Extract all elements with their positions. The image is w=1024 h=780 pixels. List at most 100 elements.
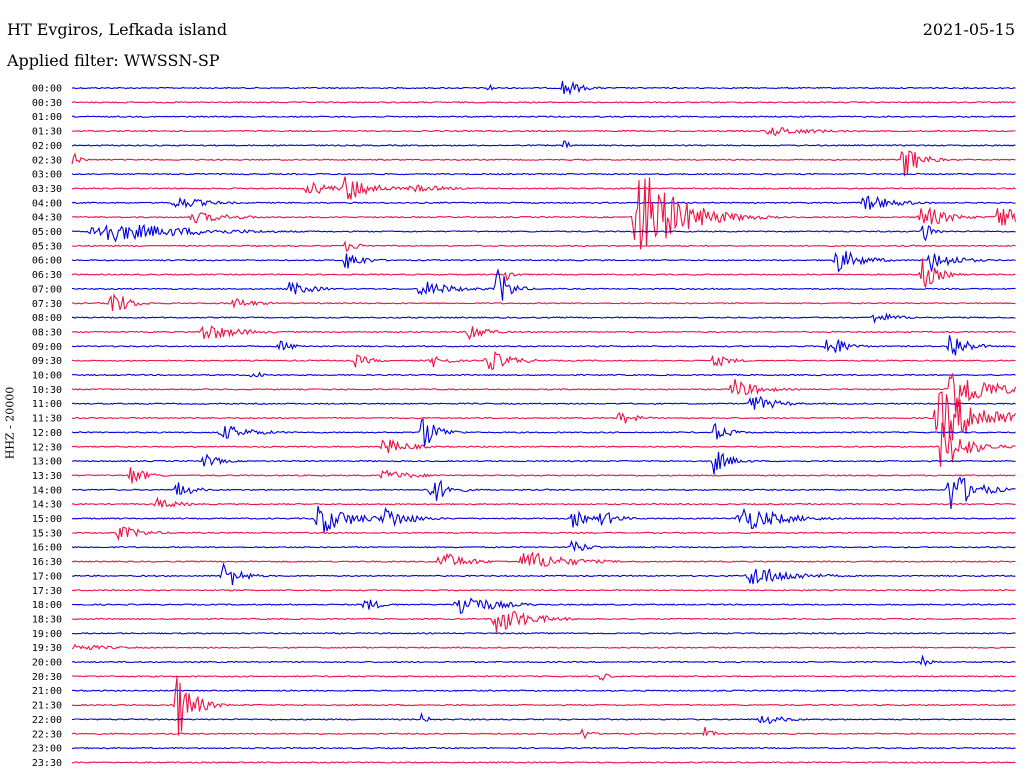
trace-1030 bbox=[71, 373, 1017, 412]
trace-0500 bbox=[71, 223, 1016, 243]
row-time-label: 17:30 bbox=[32, 586, 62, 597]
row-time-label: 18:30 bbox=[32, 614, 62, 625]
trace-1530 bbox=[72, 526, 1016, 542]
trace-0900 bbox=[71, 335, 1016, 356]
trace-2130 bbox=[72, 676, 1016, 736]
trace-0600 bbox=[71, 250, 1016, 273]
row-time-label: 10:00 bbox=[32, 371, 62, 382]
trace-0400 bbox=[71, 195, 1016, 210]
trace-0530 bbox=[71, 240, 1016, 252]
trace-0000 bbox=[71, 80, 1016, 96]
row-time-label: 14:30 bbox=[32, 500, 62, 511]
trace-0730 bbox=[71, 293, 1016, 312]
row-time-label: 08:30 bbox=[32, 327, 62, 338]
trace-0430 bbox=[71, 177, 1017, 250]
trace-1000 bbox=[71, 371, 1016, 378]
row-time-label: 06:00 bbox=[32, 256, 62, 267]
row-time-label: 15:00 bbox=[32, 514, 62, 525]
row-time-label: 08:00 bbox=[32, 313, 62, 324]
row-time-label: 05:00 bbox=[32, 227, 62, 238]
trace-0200 bbox=[71, 140, 1016, 149]
row-time-label: 07:00 bbox=[32, 284, 62, 295]
trace-0030 bbox=[71, 101, 1016, 104]
row-time-label: 13:30 bbox=[32, 471, 62, 482]
trace-1200 bbox=[71, 418, 1016, 447]
trace-0100 bbox=[71, 115, 1016, 118]
row-time-label: 20:00 bbox=[32, 658, 62, 669]
trace-2300 bbox=[71, 746, 1016, 750]
row-time-label: 11:00 bbox=[32, 399, 62, 410]
trace-1400 bbox=[71, 476, 1016, 510]
row-time-label: 00:30 bbox=[32, 98, 62, 109]
row-time-label: 17:00 bbox=[32, 571, 62, 582]
row-time-label: 21:30 bbox=[32, 701, 62, 712]
trace-0300 bbox=[71, 172, 1016, 176]
row-time-label: 20:30 bbox=[32, 672, 62, 683]
row-time-label: 09:30 bbox=[32, 356, 62, 367]
row-time-label: 01:30 bbox=[32, 127, 62, 138]
row-time-label: 23:00 bbox=[32, 744, 62, 755]
row-time-label: 21:00 bbox=[32, 686, 62, 697]
row-time-label: 13:00 bbox=[32, 457, 62, 468]
row-time-label: 22:00 bbox=[32, 715, 62, 726]
trace-0930 bbox=[71, 350, 1016, 371]
row-time-label: 03:00 bbox=[32, 170, 62, 181]
trace-2030 bbox=[71, 673, 1016, 682]
row-time-label: 19:00 bbox=[32, 629, 62, 640]
trace-0830 bbox=[71, 325, 1016, 341]
filter-label: Applied filter: WWSSN-SP bbox=[7, 51, 220, 70]
row-time-label: 09:00 bbox=[32, 342, 62, 353]
row-time-label: 00:00 bbox=[32, 84, 62, 95]
row-time-label: 23:30 bbox=[32, 758, 62, 769]
row-time-label: 04:30 bbox=[32, 213, 62, 224]
trace-1430 bbox=[71, 496, 1016, 508]
trace-0800 bbox=[71, 312, 1016, 324]
row-time-label: 03:30 bbox=[32, 184, 62, 195]
row-time-label: 02:30 bbox=[32, 155, 62, 166]
row-time-label: 04:00 bbox=[32, 198, 62, 209]
row-time-label: 16:00 bbox=[32, 543, 62, 554]
trace-1830 bbox=[71, 610, 1016, 633]
trace-1930 bbox=[71, 643, 1016, 650]
trace-2100 bbox=[71, 689, 1016, 692]
trace-1500 bbox=[71, 505, 1016, 533]
row-time-label: 10:30 bbox=[32, 385, 62, 396]
station-title: HT Evgiros, Lefkada island bbox=[7, 20, 228, 39]
row-time-label: 19:30 bbox=[32, 643, 62, 654]
row-time-label: 16:30 bbox=[32, 557, 62, 568]
row-time-label: 15:30 bbox=[32, 528, 62, 539]
row-time-label: 18:00 bbox=[32, 600, 62, 611]
trace-2230 bbox=[71, 726, 1016, 740]
row-time-label: 01:00 bbox=[32, 112, 62, 123]
date-label: 2021-05-15 bbox=[922, 20, 1015, 39]
row-time-label: 14:00 bbox=[32, 485, 62, 496]
trace-1600 bbox=[71, 539, 1016, 553]
row-time-label: 05:30 bbox=[32, 241, 62, 252]
row-time-label: 06:30 bbox=[32, 270, 62, 281]
trace-1630 bbox=[71, 551, 1016, 567]
trace-1730 bbox=[71, 589, 1016, 592]
trace-1300 bbox=[71, 451, 1016, 475]
trace-1700 bbox=[71, 562, 1016, 586]
trace-0130 bbox=[71, 127, 1016, 137]
trace-0230 bbox=[71, 150, 1016, 177]
trace-1230 bbox=[71, 422, 1016, 467]
trace-0330 bbox=[71, 176, 1016, 200]
trace-2200 bbox=[71, 711, 1016, 725]
trace-2330 bbox=[72, 761, 1016, 764]
trace-1900 bbox=[71, 632, 1016, 635]
trace-0630 bbox=[71, 258, 1016, 288]
row-time-label: 12:30 bbox=[32, 442, 62, 453]
trace-1330 bbox=[71, 467, 1016, 484]
trace-1130 bbox=[71, 391, 1016, 441]
trace-1800 bbox=[72, 597, 1016, 614]
row-time-label: 11:30 bbox=[32, 414, 62, 425]
trace-2000 bbox=[71, 654, 1016, 667]
trace-0700 bbox=[72, 268, 1016, 301]
row-time-label: 02:00 bbox=[32, 141, 62, 152]
row-time-label: 12:00 bbox=[32, 428, 62, 439]
row-time-label: 07:30 bbox=[32, 299, 62, 310]
trace-1100 bbox=[71, 395, 1016, 410]
row-time-label: 22:30 bbox=[32, 729, 62, 740]
